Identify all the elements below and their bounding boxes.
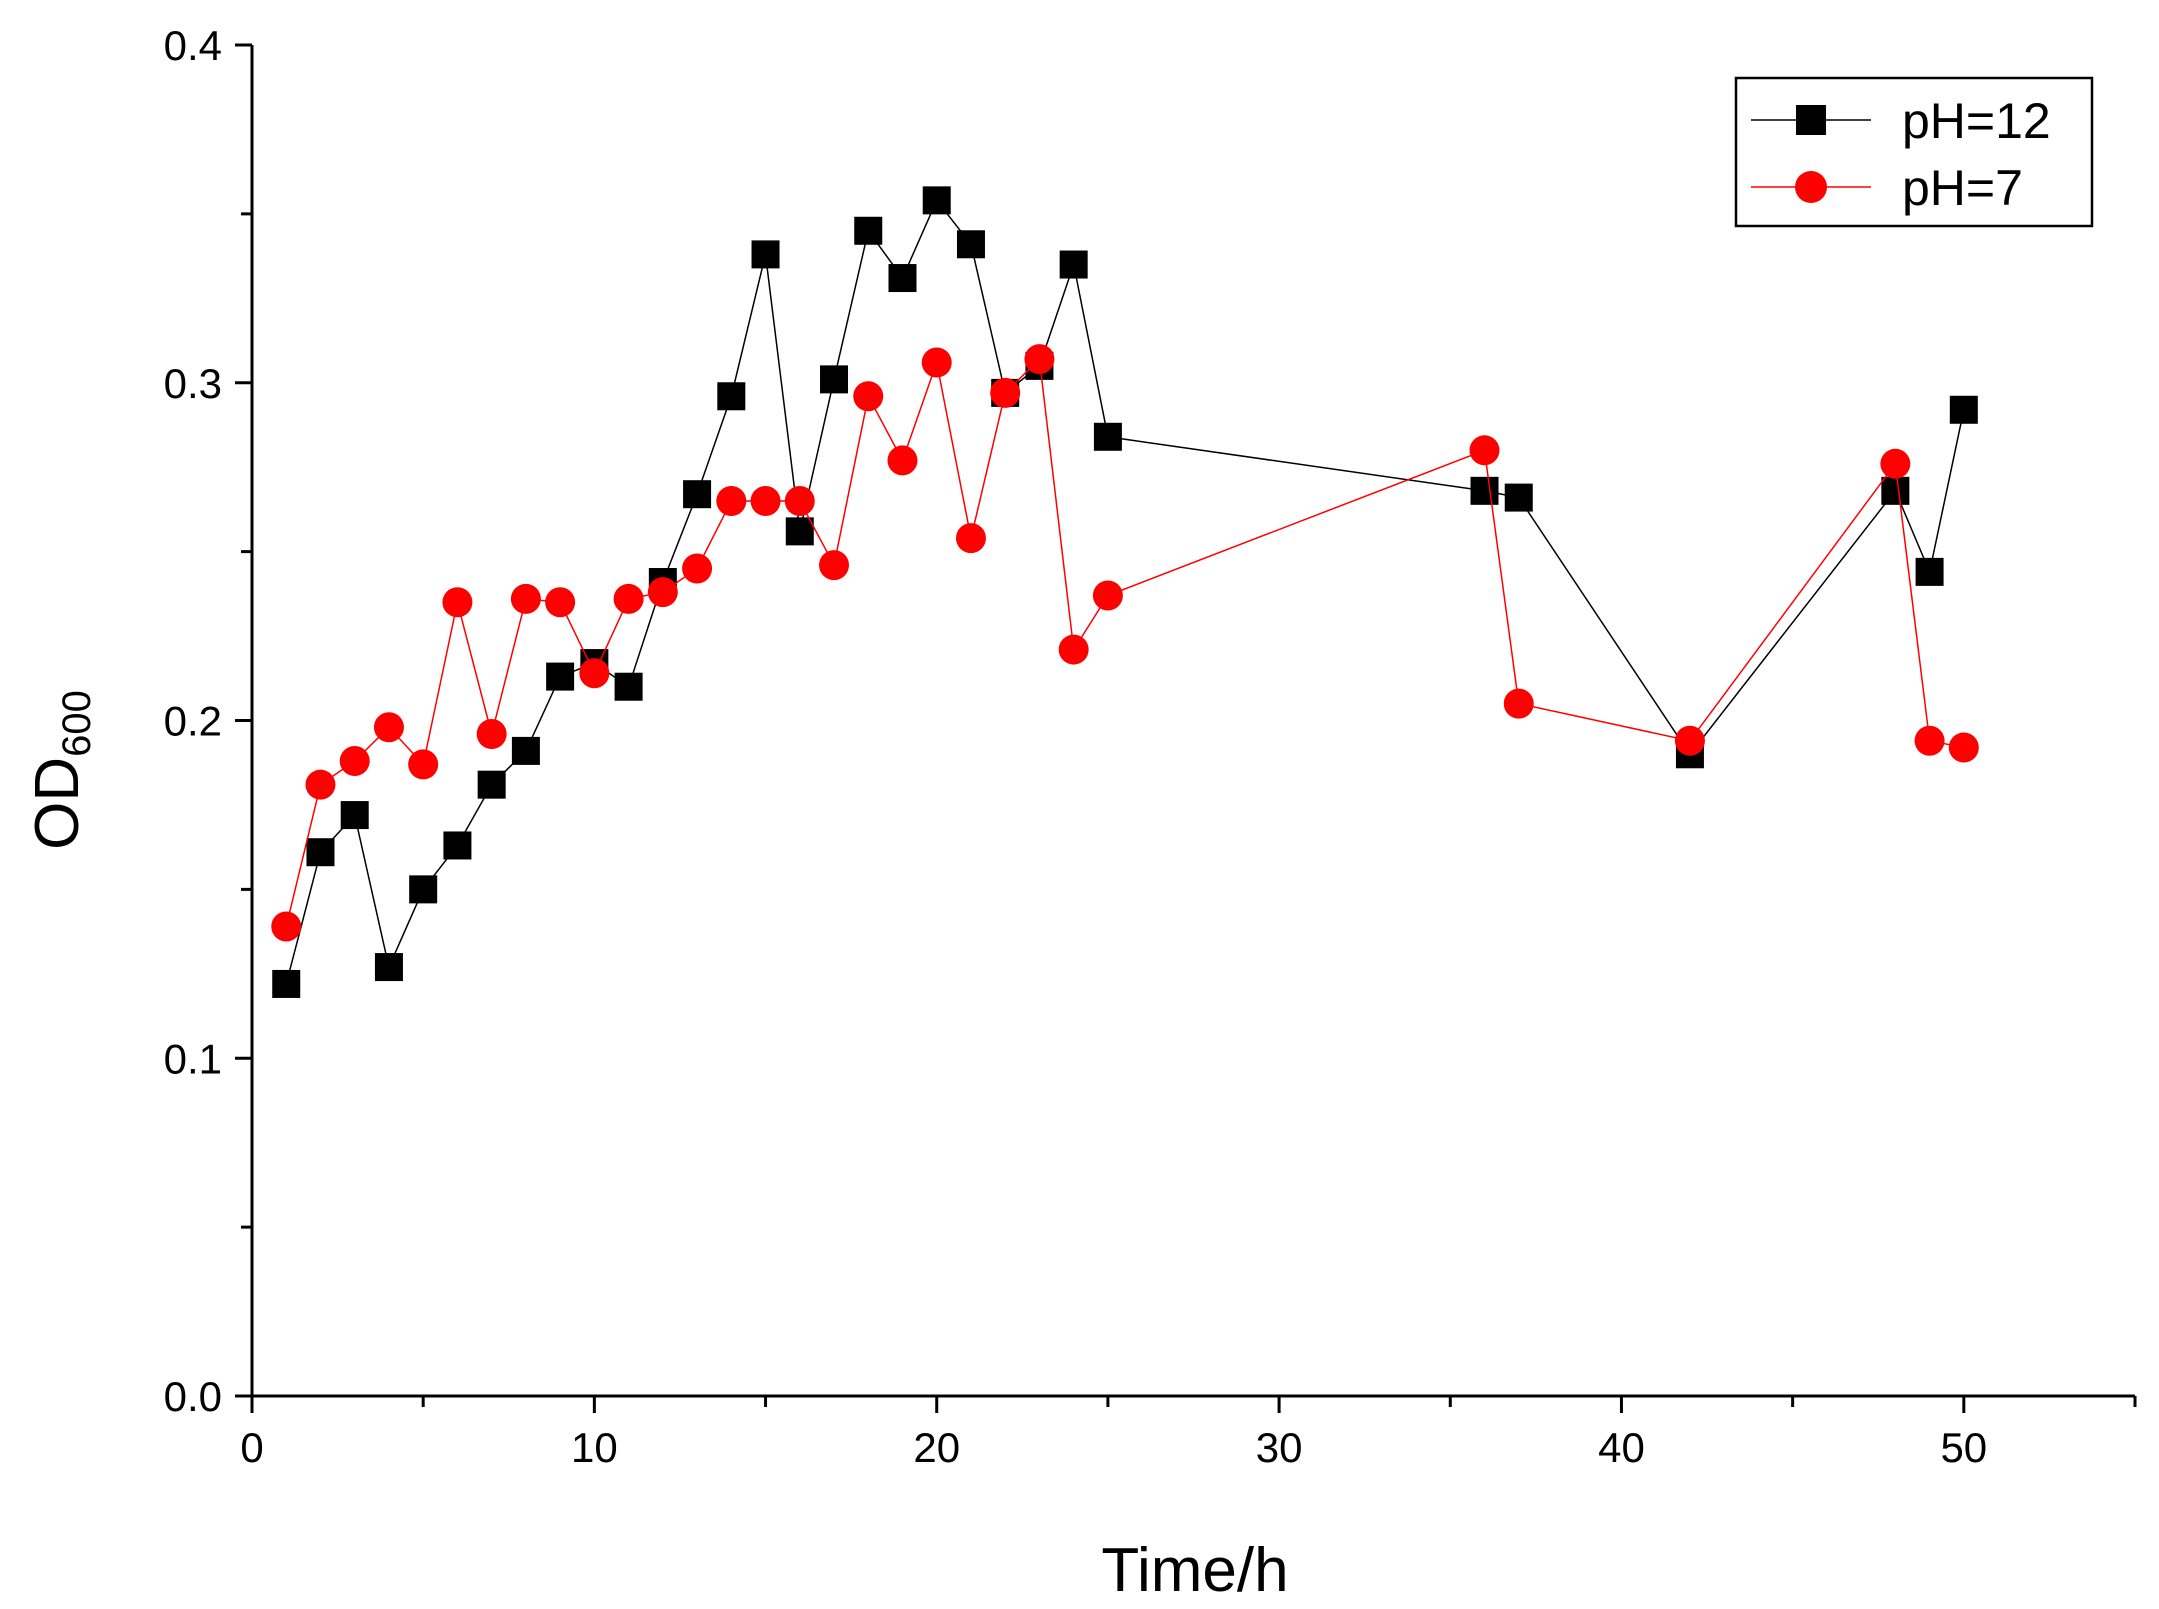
data-point-circle [750, 485, 781, 516]
data-point-circle [545, 587, 576, 618]
data-point-square [1504, 483, 1533, 512]
data-point-circle [1058, 634, 1089, 665]
x-tick-label: 10 [571, 1424, 618, 1471]
series-line [285, 357, 1964, 927]
data-point-circle [1948, 732, 1979, 763]
data-point-square [1470, 476, 1499, 505]
data-point-circle [510, 583, 541, 614]
data-point-circle [887, 445, 918, 476]
data-point-square [340, 801, 369, 830]
data-point-circle [1503, 688, 1534, 719]
data-point-circle [784, 485, 815, 516]
legend-label-ph12: pH=12 [1902, 93, 2051, 149]
y-tick-label: 0.3 [164, 360, 222, 407]
x-axis-title: Time/h [1101, 1536, 1288, 1605]
data-point-circle [647, 577, 678, 608]
data-point-square [820, 365, 849, 394]
x-tick-label: 40 [1598, 1424, 1645, 1471]
data-point-square [1093, 422, 1122, 451]
data-point-square [1915, 557, 1944, 586]
data-point-circle [339, 746, 370, 777]
data-point-circle [1092, 580, 1123, 611]
data-point-square [922, 186, 951, 215]
series-circle-1 [271, 344, 1979, 942]
series-square-0 [272, 186, 1978, 998]
data-point-circle [990, 377, 1021, 408]
x-tick-label: 0 [240, 1424, 263, 1471]
data-point-circle [921, 347, 952, 378]
y-tick-label: 0.1 [164, 1035, 222, 1082]
data-point-circle [271, 911, 302, 942]
data-point-square [751, 240, 780, 269]
y-tick-label: 0.4 [164, 22, 222, 69]
data-point-circle [476, 719, 507, 750]
data-point-circle [1674, 725, 1705, 756]
data-point-circle [682, 553, 713, 584]
data-point-circle [613, 583, 644, 614]
data-point-circle [1024, 344, 1055, 375]
data-point-circle [716, 485, 747, 516]
data-point-square [477, 770, 506, 799]
data-point-square [683, 480, 712, 509]
data-point-square [1881, 476, 1910, 505]
x-tick-label: 30 [1256, 1424, 1303, 1471]
data-point-circle [1880, 448, 1911, 479]
y-tick-label: 0.0 [164, 1373, 222, 1420]
data-point-square [272, 969, 301, 998]
data-point-circle [442, 587, 473, 618]
data-point-square [956, 230, 985, 259]
legend-label-ph7: pH=7 [1902, 160, 2023, 216]
legend-marker-ph12 [1796, 105, 1826, 135]
data-point-square [306, 838, 335, 867]
legend-frame [1734, 76, 2094, 228]
data-point-circle [373, 712, 404, 743]
data-point-square [1059, 250, 1088, 279]
data-point-circle [579, 658, 610, 689]
y-axis-title-subscript: 600 [55, 690, 99, 757]
data-point-circle [408, 749, 439, 780]
series-layer [271, 186, 1979, 998]
data-point-square [785, 517, 814, 546]
data-point-square [409, 875, 438, 904]
legend: pH=12 pH=7 [1734, 76, 2094, 228]
data-point-circle [1914, 725, 1945, 756]
data-point-square [443, 831, 472, 860]
data-point-square [511, 736, 540, 765]
data-point-square [374, 953, 403, 982]
data-point-circle [955, 523, 986, 554]
data-point-circle [819, 550, 850, 581]
y-tick-label: 0.2 [164, 698, 222, 745]
data-point-square [854, 216, 883, 245]
data-point-square [614, 672, 643, 701]
data-point-circle [853, 381, 884, 412]
axes: 0 10 20 30 40 50 0.0 0.1 0.2 0.3 0.4 [164, 22, 2137, 1471]
data-point-circle [305, 769, 336, 800]
x-tick-label: 20 [913, 1424, 960, 1471]
x-tick-label: 50 [1940, 1424, 1987, 1471]
data-point-square [546, 662, 575, 691]
y-axis-title-main: OD [23, 757, 92, 850]
data-point-circle [1469, 435, 1500, 466]
y-axis-title: OD600 [23, 690, 99, 850]
legend-marker-ph7 [1795, 171, 1827, 203]
data-point-square [717, 382, 746, 411]
data-point-square [1949, 395, 1978, 424]
data-point-square [888, 264, 917, 293]
